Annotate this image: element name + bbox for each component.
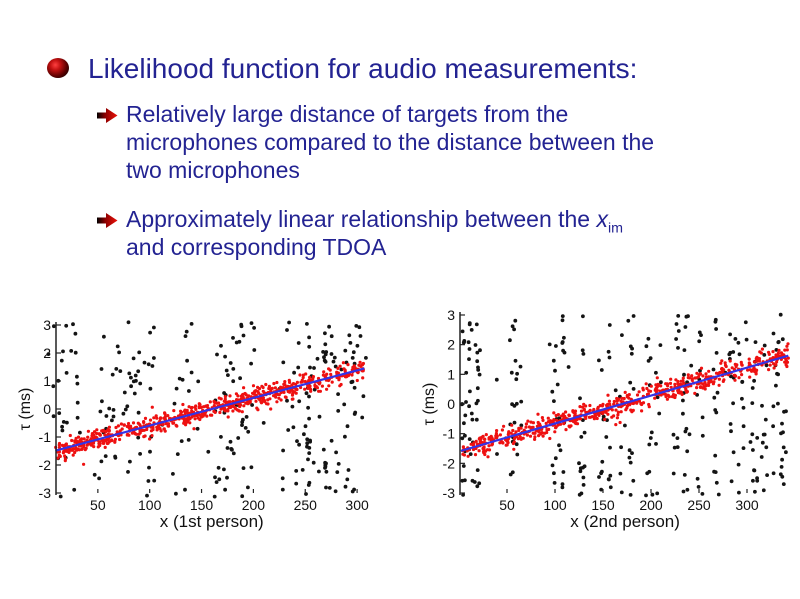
slide-title: Likelihood function for audio measuremen… [88,53,638,84]
y-tick-label: 1 [447,366,455,382]
y-tick-label: 2 [447,337,455,353]
y-tick-label: -3 [39,485,52,501]
bullet-2-line-2: and corresponding TDOA [126,234,387,260]
arrow-bullet-icon [97,213,118,228]
x-tick-label: 200 [242,497,266,513]
x-tick-label: 300 [735,497,759,513]
bullet-1-line-2: microphones compared to the distance bet… [126,129,655,155]
scatter-plot-svg: 3 2 1 0 -1 -2 -3 50 100 150 200 250 300 x (1st person… [17,317,369,531]
y-tick-label: 2 [43,345,51,361]
x-tick-label: 250 [687,497,711,513]
inlier-points [461,342,790,459]
x-tick-label: 200 [639,497,663,513]
y-tick-label: 1 [43,373,51,389]
y-axis-label: τ (ms) [421,383,438,426]
fit-line [55,367,365,452]
y-tick-label: -1 [443,426,456,442]
x-tick-label: 100 [543,497,567,513]
bullet-2-subscript: im [608,220,624,237]
x-tick-label: 100 [138,497,162,513]
bullet-2-line-1: Approximately linear relationship betwee… [126,205,623,236]
x-tick-label: 250 [294,497,318,513]
inlier-points [54,360,365,466]
x-tick-label: 150 [190,497,214,513]
fit-line [460,354,789,452]
y-tick-label: 0 [43,401,51,417]
y-tick-label: -1 [39,429,52,445]
clutter-points [46,320,368,499]
bullet-2-text: Approximately linear relationship betwee… [126,206,597,232]
scatter-plot-svg: 3 2 1 0 -1 -2 -3 50 100 150 200 250 300 x (2nd person… [421,307,790,531]
x-tick-label: 50 [499,497,515,513]
y-tick-label: 3 [447,307,455,323]
x-axis-label: x (2nd person) [570,512,680,531]
bullet-item-1: Relatively large distance of targets fro… [126,100,654,184]
bullet-2-variable: x [596,206,609,232]
y-tick-label: -2 [443,455,456,471]
bullet-1-line-3: two microphones [126,157,300,183]
y-tick-label: -3 [443,485,456,501]
y-axis-label: τ (ms) [17,388,34,431]
x-tick-label: 150 [591,497,615,513]
y-tick-label: 0 [447,396,455,412]
x-tick-label: 300 [345,497,369,513]
bullet-item-2: Approximately linear relationship betwee… [126,205,623,261]
arrow-bullet-icon [97,108,118,123]
y-tick-label: -2 [39,457,52,473]
scatter-plot-2nd-person: 3 2 1 0 -1 -2 -3 50 100 150 200 250 300 x (2nd person… [398,298,800,550]
sphere-bullet-icon [47,58,69,78]
x-tick-label: 50 [90,497,106,513]
bullet-1-line-1: Relatively large distance of targets fro… [126,101,569,127]
y-tick-label: 3 [43,317,51,333]
scatter-plot-1st-person: 3 2 1 0 -1 -2 -3 50 100 150 200 250 300 x (1st person… [0,298,396,550]
x-axis-label: x (1st person) [160,512,264,531]
